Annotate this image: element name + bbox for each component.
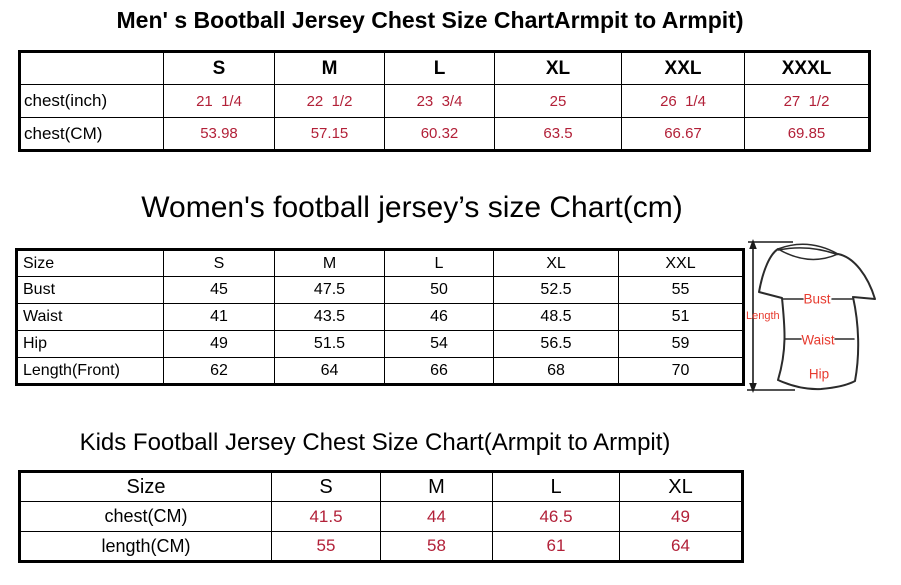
value-cell: 45: [163, 276, 275, 304]
column-header: [19, 51, 164, 85]
row-label: Hip: [16, 330, 164, 358]
value-cell: 50: [384, 276, 494, 304]
bust-waist-measure-lines: [782, 298, 855, 340]
column-header: XXL: [621, 51, 745, 85]
data-row: Waist 41 43.5 46 48.5 51: [16, 303, 744, 331]
value-cell: 46: [384, 303, 494, 331]
column-header: XL: [619, 471, 743, 502]
value-cell: 66: [384, 357, 494, 385]
value-cell: 64: [274, 357, 385, 385]
collar: [777, 243, 839, 261]
value-cell: 55: [271, 531, 381, 562]
waist-label: Waist: [801, 333, 834, 348]
data-row: chest(CM) 53.98 57.15 60.32 63.5 66.67 69.85: [19, 117, 870, 151]
tshirt-size-diagram: Length Bust Waist Hip: [746, 239, 876, 393]
value-cell: 64: [619, 531, 743, 562]
kids-size-table: Size S M L XL chest(CM) 41.5 44 46.5 49 length(CM)…: [18, 470, 744, 563]
column-header: L: [492, 471, 620, 502]
row-label: Waist: [16, 303, 164, 331]
value-cell: 43.5: [274, 303, 385, 331]
value-cell: 41: [163, 303, 275, 331]
value-cell: 70: [618, 357, 744, 385]
data-row: chest(CM) 41.5 44 46.5 49: [19, 501, 743, 532]
header-row: S M L XL XXL XXXL: [19, 51, 870, 85]
column-header: XXXL: [744, 51, 870, 85]
bust-label: Bust: [803, 292, 830, 307]
row-label: chest(CM): [19, 117, 164, 151]
value-cell: 23 3/4: [384, 84, 495, 118]
column-header: M: [274, 249, 385, 277]
data-row: Hip 49 51.5 54 56.5 59: [16, 330, 744, 358]
data-row: length(CM) 55 58 61 64: [19, 531, 743, 562]
column-header: Size: [16, 249, 164, 277]
row-label: chest(CM): [19, 501, 272, 532]
value-cell: 60.32: [384, 117, 495, 151]
value-cell: 26 1/4: [621, 84, 745, 118]
value-cell: 49: [163, 330, 275, 358]
value-cell: 56.5: [493, 330, 619, 358]
value-cell: 62: [163, 357, 275, 385]
column-header: Size: [19, 471, 272, 502]
kids-chart-title: Kids Football Jersey Chest Size Chart(Ar…: [79, 429, 671, 456]
value-cell: 58: [380, 531, 493, 562]
value-cell: 61: [492, 531, 620, 562]
column-header: S: [163, 249, 275, 277]
value-cell: 68: [493, 357, 619, 385]
length-arrow: [747, 239, 795, 393]
row-label: length(CM): [19, 531, 272, 562]
row-label: chest(inch): [19, 84, 164, 118]
header-row: Size S M L XL XXL: [16, 249, 744, 277]
value-cell: 41.5: [271, 501, 381, 532]
value-cell: 54: [384, 330, 494, 358]
tshirt-outline: [758, 243, 876, 391]
value-cell: 21 1/4: [163, 84, 275, 118]
value-cell: 66.67: [621, 117, 745, 151]
header-row: Size S M L XL: [19, 471, 743, 502]
value-cell: 47.5: [274, 276, 385, 304]
column-header: L: [384, 249, 494, 277]
value-cell: 22 1/2: [274, 84, 385, 118]
data-row: chest(inch) 21 1/4 22 1/2 23 3/4 25 26 1/4 27 …: [19, 84, 870, 118]
value-cell: 59: [618, 330, 744, 358]
value-cell: 63.5: [494, 117, 622, 151]
column-header: M: [380, 471, 493, 502]
value-cell: 55: [618, 276, 744, 304]
value-cell: 53.98: [163, 117, 275, 151]
data-row: Bust 45 47.5 50 52.5 55: [16, 276, 744, 304]
womens-size-table: Size S M L XL XXL Bust 45 47.5 50 52.5 55 Waist 41 43.…: [15, 248, 745, 386]
womens-chart-title: Women's football jersey’s size Chart(cm): [141, 191, 683, 224]
value-cell: 25: [494, 84, 622, 118]
column-header: XL: [493, 249, 619, 277]
value-cell: 27 1/2: [744, 84, 870, 118]
value-cell: 51.5: [274, 330, 385, 358]
value-cell: 52.5: [493, 276, 619, 304]
value-cell: 69.85: [744, 117, 870, 151]
value-cell: 48.5: [493, 303, 619, 331]
column-header: L: [384, 51, 495, 85]
row-label: Bust: [16, 276, 164, 304]
column-header: XL: [494, 51, 622, 85]
value-cell: 51: [618, 303, 744, 331]
value-cell: 57.15: [274, 117, 385, 151]
value-cell: 49: [619, 501, 743, 532]
hip-label: Hip: [809, 367, 829, 382]
column-header: S: [271, 471, 381, 502]
column-header: M: [274, 51, 385, 85]
value-cell: 46.5: [492, 501, 620, 532]
data-row: Length(Front) 62 64 66 68 70: [16, 357, 744, 385]
length-label: Length: [746, 310, 780, 322]
mens-size-table: S M L XL XXL XXXL chest(inch) 21 1/4 22 1/2 23 3/…: [18, 50, 871, 152]
value-cell: 44: [380, 501, 493, 532]
mens-chart-title: Men' s Bootball Jersey Chest Size ChartA…: [116, 7, 744, 33]
column-header: S: [163, 51, 275, 85]
column-header: XXL: [618, 249, 744, 277]
row-label: Length(Front): [16, 357, 164, 385]
